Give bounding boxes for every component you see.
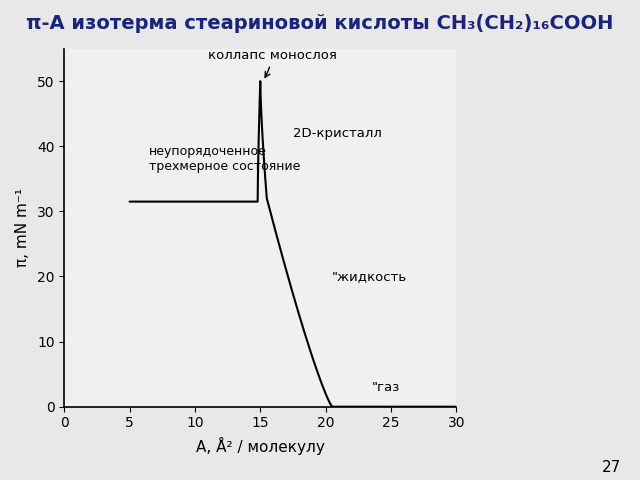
Text: неупорядоченное
трехмерное состояние: неупорядоченное трехмерное состояние — [149, 145, 301, 173]
X-axis label: A, Å² / молекулу: A, Å² / молекулу — [196, 437, 324, 456]
Text: 27: 27 — [602, 460, 621, 475]
Text: коллапс монослоя: коллапс монослоя — [208, 48, 337, 77]
Text: π-A изотерма стеариновой кислоты CH₃(CH₂)₁₆COOH: π-A изотерма стеариновой кислоты CH₃(CH₂… — [26, 14, 614, 34]
Text: "жидкость: "жидкость — [332, 270, 407, 283]
Text: "газ: "газ — [371, 381, 399, 394]
Text: 2D-кристалл: 2D-кристалл — [293, 127, 382, 140]
Y-axis label: π, mN m⁻¹: π, mN m⁻¹ — [15, 188, 30, 267]
